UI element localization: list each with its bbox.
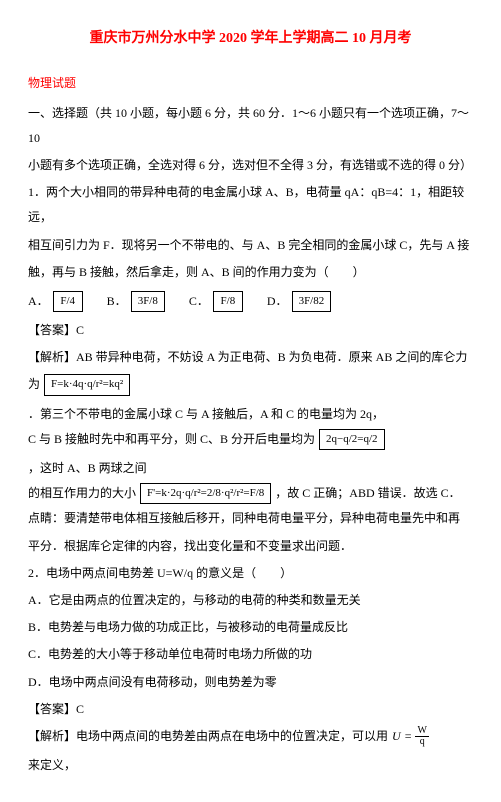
exp2-frac-den: q (418, 737, 427, 747)
q2-option-d: D．电场中两点间没有电荷移动，则电势差为零 (28, 670, 473, 695)
exp2-a: 【解析】电场中两点间的电势差由两点在电场中的位置决定，可以用 (28, 724, 388, 749)
q2-line-1: 2．电场中两点间电势差 U=W/q 的意义是（ ） (28, 561, 473, 586)
exp2-frac-num: W (415, 726, 428, 737)
q2-option-b: B．电势差与电场力做的功成正比，与被移动的电荷量成反比 (28, 615, 473, 640)
option-c-label: C． (189, 289, 209, 314)
exp1-3b: ，这时 A、B 两球之间 (28, 456, 147, 481)
q2-option-a: A．它是由两点的位置决定的，与移动的电荷的种类和数量无关 (28, 588, 473, 613)
note-line-2: 平分．根据库仑定律的内容，找出变化量和不变量求出问题． (28, 534, 473, 559)
exp2-b: 来定义， (28, 753, 76, 778)
exp2-line: 【解析】电场中两点间的电势差由两点在电场中的位置决定，可以用 U = W q 来… (28, 724, 473, 778)
page-title: 重庆市万州分水中学 2020 学年上学期高二 10 月月考 (28, 24, 473, 53)
exp1-line-1: 【解析】AB 带异种电荷，不妨设 A 为正电荷、B 为负电荷．原来 AB 之间的… (28, 345, 473, 370)
option-b-box: 3F/8 (131, 291, 165, 312)
option-d: D． 3F/82 (267, 289, 331, 314)
option-a-label: A． (28, 289, 49, 314)
answer-2: 【答案】C (28, 697, 473, 722)
q1-line-1: 1．两个大小相同的带异种电荷的电金属小球 A、B，电荷量 qA：qB=4：1，相… (28, 180, 473, 230)
option-b: B． 3F/8 (107, 289, 165, 314)
answer-1: 【答案】C (28, 318, 473, 343)
exp1-4b: ，故 C 正确；ABD 错误．故选 C． (275, 481, 460, 506)
option-a: A． F/4 (28, 289, 83, 314)
intro-line-2: 小题有多个选项正确，全选对得 6 分，选对但不全得 3 分，有选错或不选的得 0… (28, 153, 473, 178)
q1-options: A． F/4 B． 3F/8 C． F/8 D． 3F/82 (28, 289, 473, 314)
exp1-box-3: F'=k·2q·q/r²=2/8·q²/r²=F/8 (140, 483, 271, 504)
q2-option-c: C．电势差的大小等于移动单位电荷时电场力所做的功 (28, 642, 473, 667)
exp1-box-2: 2q−q/2=q/2 (319, 429, 385, 450)
option-c: C． F/8 (189, 289, 243, 314)
exp1-3a: C 与 B 接触时先中和再平分，则 C、B 分开后电量均为 (28, 427, 315, 452)
exp1-line-2: 为 F=k·4q·q/r²=kq² ．第三个不带电的金属小球 C 与 A 接触后… (28, 372, 473, 426)
exp1-2a: 为 (28, 372, 40, 397)
exp1-4a: 的相互作用力的大小 (28, 481, 136, 506)
option-b-label: B． (107, 289, 127, 314)
option-a-box: F/4 (53, 291, 83, 312)
q1-line-3: 触，再与 B 接触，然后拿走，则 A、B 间的作用力变为（ ） (28, 260, 473, 285)
exp1-2b: ．第三个不带电的金属小球 C 与 A 接触后，A 和 C 的电量均为 2q， (28, 402, 384, 427)
exp1-line-3: C 与 B 接触时先中和再平分，则 C、B 分开后电量均为 2q−q/2=q/2… (28, 427, 473, 481)
intro-line-1: 一、选择题（共 10 小题，每小题 6 分，共 60 分．1～6 小题只有一个选… (28, 101, 473, 151)
exp1-box-1: F=k·4q·q/r²=kq² (44, 374, 130, 395)
exp2-frac: W q (415, 726, 428, 747)
exp2-eq: = (405, 724, 412, 749)
option-d-label: D． (267, 289, 288, 314)
option-d-box: 3F/82 (292, 291, 332, 312)
exp1-line-4: 的相互作用力的大小 F'=k·2q·q/r²=2/8·q²/r²=F/8 ，故 … (28, 481, 473, 506)
note-line-1: 点睛：要清楚带电体相互接触后移开，同种电荷电量平分，异种电荷电量先中和再 (28, 506, 473, 531)
subject-heading: 物理试题 (28, 71, 473, 96)
q1-line-2: 相互间引力为 F．现将另一个不带电的、与 A、B 完全相同的金属小球 C，先与 … (28, 233, 473, 258)
option-c-box: F/8 (213, 291, 243, 312)
exp2-u: U (392, 724, 401, 749)
